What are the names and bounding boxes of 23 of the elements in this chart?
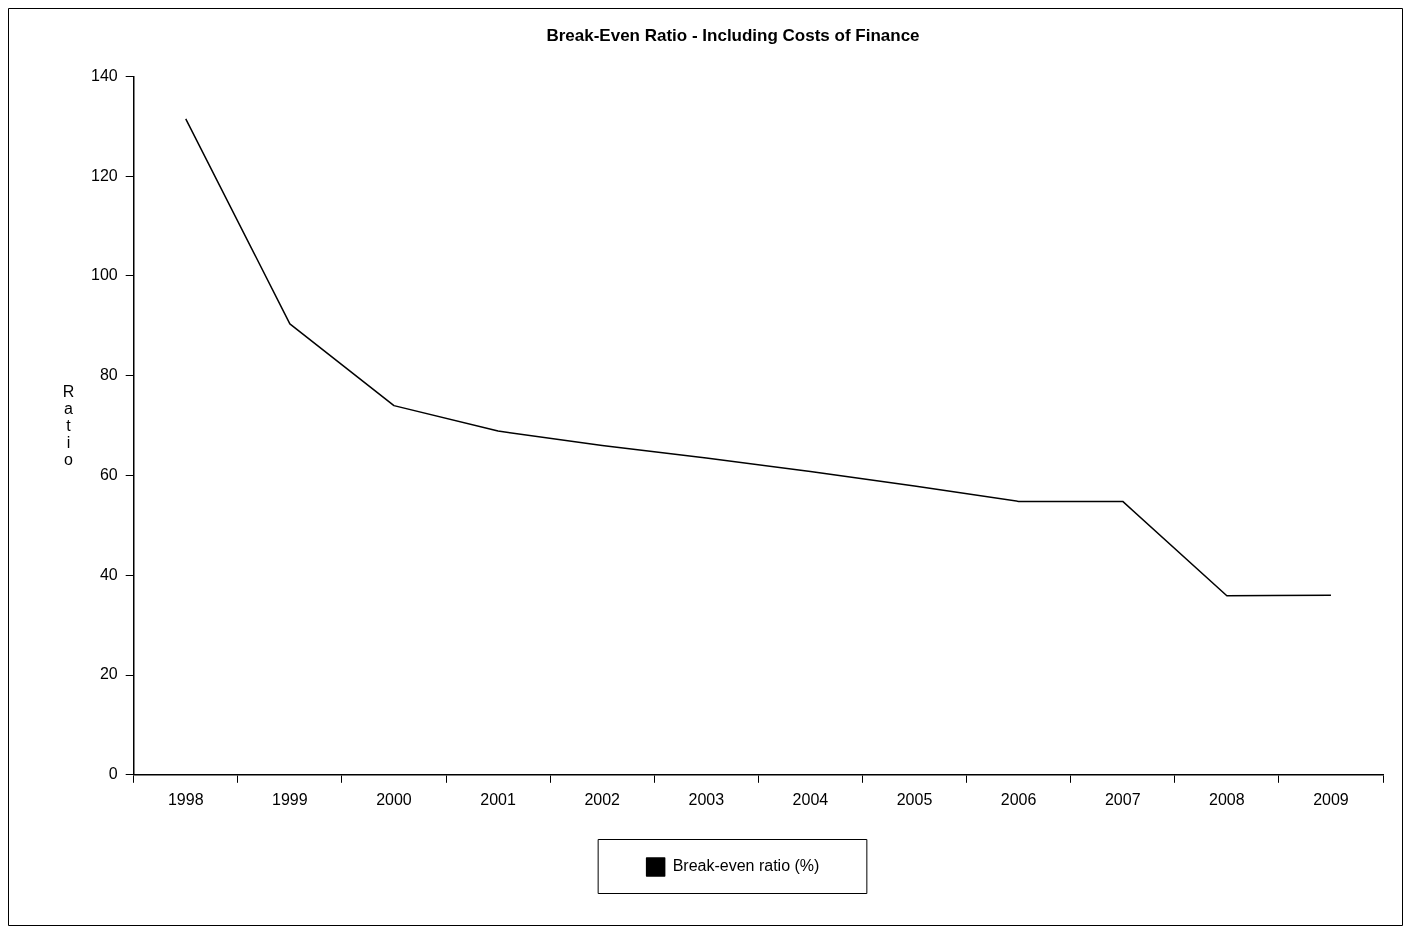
x-tick-label: 1998 bbox=[167, 790, 204, 808]
y-tick-label: 100 bbox=[90, 266, 118, 284]
x-tick-label: 2005 bbox=[896, 790, 933, 808]
y-tick-label: 80 bbox=[99, 366, 118, 384]
y-tick-label: 40 bbox=[99, 565, 118, 583]
x-tick-label: 2006 bbox=[1000, 790, 1037, 808]
x-tick-label: 1999 bbox=[272, 790, 308, 808]
y-tick-label: 140 bbox=[90, 66, 118, 84]
x-tick-label: 2002 bbox=[584, 790, 621, 808]
y-tick-label: 0 bbox=[108, 765, 118, 783]
y-tick-label: 20 bbox=[99, 665, 118, 683]
y-tick-label: 60 bbox=[99, 465, 118, 483]
x-tick-label: 2000 bbox=[376, 790, 412, 808]
y-axis-title: Ratio bbox=[60, 383, 77, 468]
x-tick-label: 2003 bbox=[688, 790, 725, 808]
x-tick-label: 2009 bbox=[1313, 790, 1349, 808]
x-tick-label: 2004 bbox=[792, 790, 829, 808]
chart-title: Break-Even Ratio - Including Costs of Finance bbox=[546, 25, 920, 45]
y-tick-label: 120 bbox=[90, 166, 118, 184]
x-tick-label: 2007 bbox=[1104, 790, 1141, 808]
x-tick-label: 2001 bbox=[480, 790, 516, 808]
x-tick-label: 2008 bbox=[1209, 790, 1245, 808]
legend-label: Break-even ratio (%) bbox=[672, 857, 820, 875]
